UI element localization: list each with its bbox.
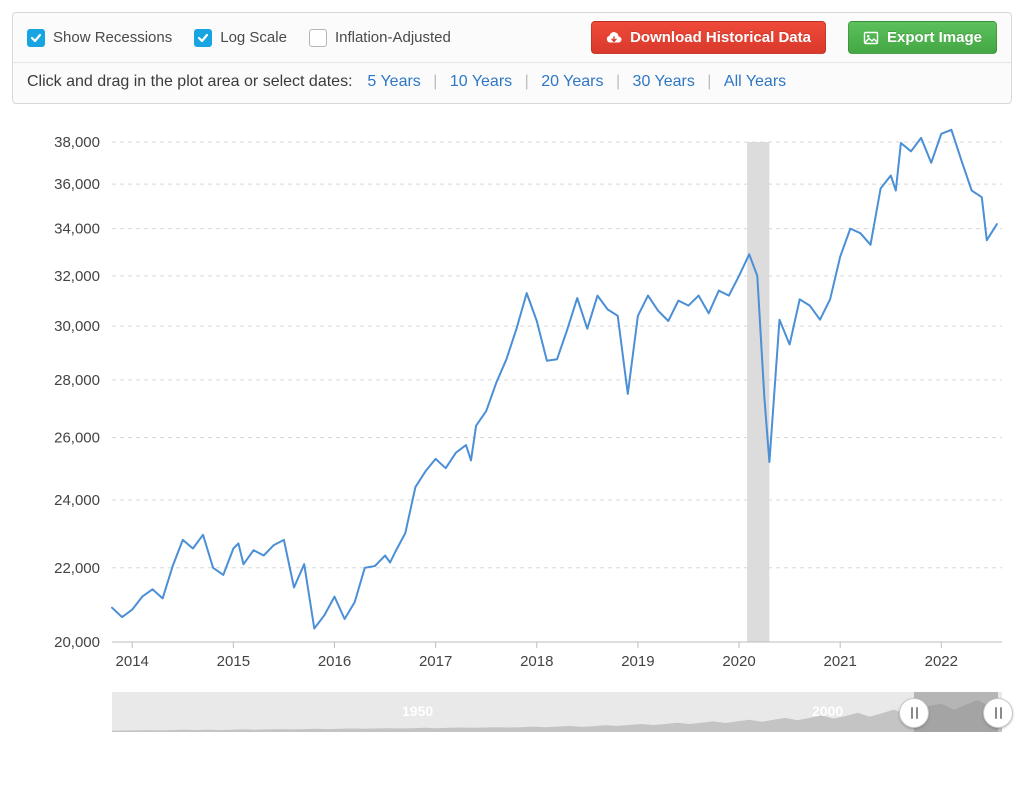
svg-text:2018: 2018	[520, 653, 553, 670]
checkbox-label: Inflation-Adjusted	[335, 29, 451, 46]
svg-text:2019: 2019	[621, 653, 654, 670]
svg-text:22,000: 22,000	[54, 560, 100, 577]
svg-text:34,000: 34,000	[54, 221, 100, 238]
toolbar: Show Recessions Log Scale Inflation-Adju…	[13, 13, 1011, 62]
range-link-all[interactable]: All Years	[718, 73, 792, 90]
checkbox-inflation-adjusted[interactable]: Inflation-Adjusted	[309, 29, 451, 47]
button-label: Export Image	[887, 29, 982, 46]
picture-icon	[863, 30, 879, 46]
separator: |	[431, 73, 439, 90]
svg-text:28,000: 28,000	[54, 372, 100, 389]
range-selector: Click and drag in the plot area or selec…	[13, 62, 1011, 103]
range-link-5y[interactable]: 5 Years	[361, 73, 426, 90]
svg-text:2015: 2015	[217, 653, 250, 670]
range-link-10y[interactable]: 10 Years	[444, 73, 518, 90]
svg-text:20,000: 20,000	[54, 634, 100, 651]
checkbox-show-recessions[interactable]: Show Recessions	[27, 29, 172, 47]
svg-text:2022: 2022	[925, 653, 958, 670]
download-data-button[interactable]: Download Historical Data	[591, 21, 826, 54]
navigator-handle-left[interactable]	[899, 698, 929, 728]
separator: |	[523, 73, 531, 90]
svg-text:2014: 2014	[116, 653, 149, 670]
separator: |	[614, 73, 622, 90]
svg-text:30,000: 30,000	[54, 318, 100, 335]
svg-text:38,000: 38,000	[54, 134, 100, 151]
svg-text:2020: 2020	[722, 653, 755, 670]
checkbox-label: Show Recessions	[53, 29, 172, 46]
svg-text:1950: 1950	[402, 703, 433, 719]
range-link-30y[interactable]: 30 Years	[627, 73, 701, 90]
svg-text:24,000: 24,000	[54, 492, 100, 509]
button-label: Download Historical Data	[630, 29, 811, 46]
navigator-handle-right[interactable]	[983, 698, 1013, 728]
svg-text:26,000: 26,000	[54, 430, 100, 447]
range-prompt: Click and drag in the plot area or selec…	[27, 73, 353, 90]
checkmark-icon	[27, 29, 45, 47]
navigator[interactable]: 1950 2000	[12, 684, 1012, 740]
svg-text:2016: 2016	[318, 653, 351, 670]
svg-text:36,000: 36,000	[54, 176, 100, 193]
line-chart[interactable]: 20,000 22,000 24,000 26,000 28,000 30,000 32,0…	[12, 122, 1012, 682]
export-image-button[interactable]: Export Image	[848, 21, 997, 54]
navigator-track[interactable]: 1950 2000	[12, 684, 1012, 740]
chart-area[interactable]: 20,000 22,000 24,000 26,000 28,000 30,000 32,0…	[12, 122, 1012, 682]
checkmark-icon	[194, 29, 212, 47]
checkmark-icon	[309, 29, 327, 47]
range-link-20y[interactable]: 20 Years	[535, 73, 609, 90]
cloud-download-icon	[606, 30, 622, 46]
svg-text:2021: 2021	[823, 653, 856, 670]
checkbox-log-scale[interactable]: Log Scale	[194, 29, 287, 47]
controls-panel: Show Recessions Log Scale Inflation-Adju…	[12, 12, 1012, 104]
separator: |	[705, 73, 713, 90]
checkbox-label: Log Scale	[220, 29, 287, 46]
svg-text:32,000: 32,000	[54, 268, 100, 285]
svg-text:2000: 2000	[812, 703, 843, 719]
svg-text:2017: 2017	[419, 653, 452, 670]
